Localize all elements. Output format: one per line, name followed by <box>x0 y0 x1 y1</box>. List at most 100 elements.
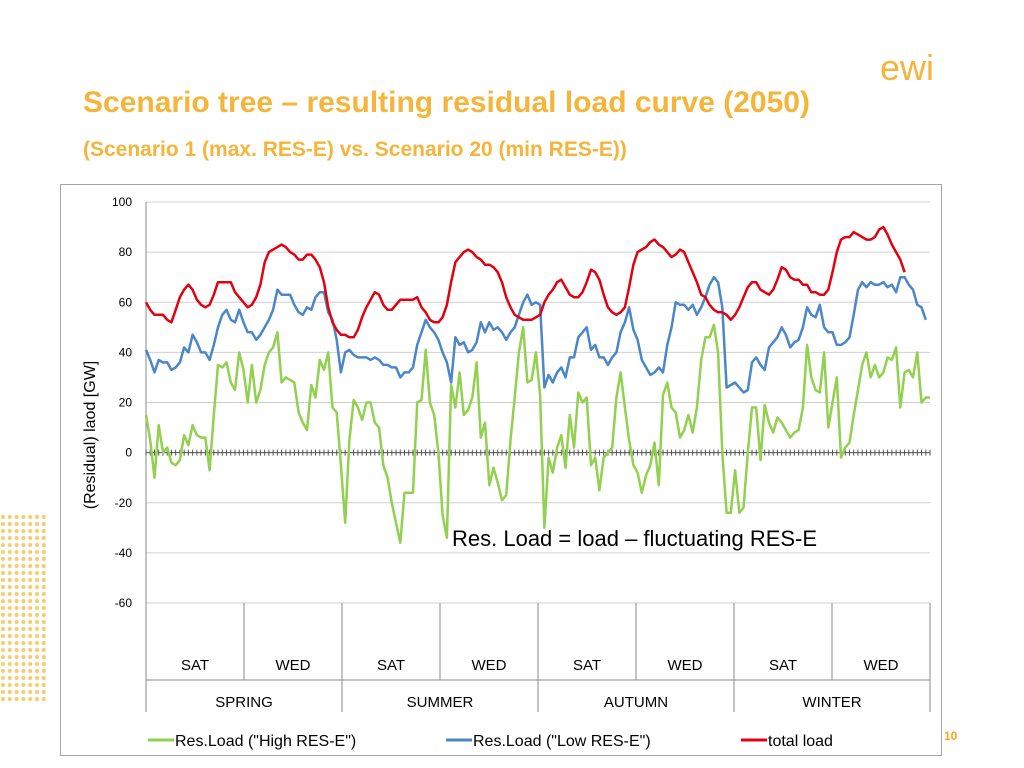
decorative-dot <box>7 697 12 701</box>
decorative-dot <box>41 676 46 680</box>
decorative-dot <box>35 543 39 547</box>
y-tick-label: 40 <box>119 345 133 359</box>
decorative-dot <box>14 564 19 568</box>
y-tick-label: 0 <box>125 446 132 460</box>
decorative-dot <box>41 515 46 519</box>
decorative-dot <box>21 515 26 519</box>
decorative-dot <box>1 529 5 533</box>
decorative-dot <box>35 550 39 554</box>
decorative-dot <box>14 690 19 694</box>
chart-frame: 100 80 60 40 20 0 -20 -40 -60 SAT WED SAT WED SAT WED S… <box>60 184 942 756</box>
decorative-dot <box>1 592 5 596</box>
decorative-dot <box>14 613 19 617</box>
decorative-dot <box>28 662 33 666</box>
residual-load-chart: 100 80 60 40 20 0 -20 -40 -60 SAT WED SAT WED SAT WED S… <box>82 195 931 750</box>
day-label: SAT <box>769 657 797 674</box>
series-line-blue <box>144 275 927 394</box>
decorative-dot <box>35 599 39 603</box>
decorative-dot <box>7 585 12 589</box>
decorative-dot <box>41 669 46 673</box>
decorative-dot <box>21 669 26 673</box>
decorative-dot <box>41 683 46 687</box>
decorative-dot <box>14 683 19 687</box>
decorative-dot <box>21 655 26 659</box>
series-line-green <box>144 323 930 545</box>
decorative-dot <box>28 557 33 561</box>
decorative-dot <box>21 620 26 624</box>
decorative-dot <box>35 676 39 680</box>
decorative-dot <box>14 606 19 610</box>
y-tick-label: 80 <box>119 245 133 259</box>
decorative-dot <box>21 543 26 547</box>
decorative-dot <box>28 634 33 638</box>
decorative-dot <box>21 634 26 638</box>
series-line-red <box>144 225 906 339</box>
decorative-dot <box>21 550 26 554</box>
decorative-dot <box>14 697 19 701</box>
decorative-dot <box>28 550 33 554</box>
decorative-dot <box>41 613 46 617</box>
day-label: SAT <box>377 657 405 674</box>
decorative-dot <box>21 676 26 680</box>
decorative-dot <box>7 522 12 526</box>
decorative-dot <box>7 641 12 645</box>
day-label: WED <box>276 657 311 674</box>
decorative-dot <box>1 683 5 687</box>
decorative-dot <box>21 557 26 561</box>
decorative-dot <box>7 662 12 666</box>
decorative-dot <box>14 543 19 547</box>
decorative-dot <box>1 669 5 673</box>
decorative-dot <box>7 564 12 568</box>
decorative-dot <box>41 585 46 589</box>
decorative-dot <box>14 648 19 652</box>
decorative-dot <box>1 564 5 568</box>
slide-title: Scenario tree – resulting residual load … <box>83 86 810 119</box>
decorative-dot <box>28 599 33 603</box>
decorative-dot <box>28 585 33 589</box>
decorative-dot <box>21 606 26 610</box>
decorative-dot <box>7 676 12 680</box>
decorative-dot <box>41 627 46 631</box>
decorative-dot <box>35 683 39 687</box>
decorative-dot <box>1 578 5 582</box>
decorative-dot <box>35 620 39 624</box>
decorative-dot <box>21 599 26 603</box>
y-axis-label: (Residual) laod [GW] <box>82 361 99 510</box>
decorative-dot <box>7 515 12 519</box>
y-tick-label: 20 <box>119 396 133 410</box>
decorative-dot <box>14 536 19 540</box>
decorative-dot <box>35 662 39 666</box>
day-label: WED <box>472 657 507 674</box>
decorative-dot <box>35 655 39 659</box>
decorative-dot <box>21 536 26 540</box>
decorative-dot <box>28 655 33 659</box>
decorative-dot <box>7 627 12 631</box>
ewi-logo: ewi <box>880 50 934 86</box>
decorative-dot <box>41 620 46 624</box>
decorative-dot <box>1 557 5 561</box>
decorative-dot <box>1 515 5 519</box>
decorative-dot <box>14 620 19 624</box>
season-label: WINTER <box>802 694 861 711</box>
decorative-dot <box>28 676 33 680</box>
legend-label: total load <box>768 733 833 750</box>
decorative-dot <box>14 634 19 638</box>
decorative-dot <box>14 571 19 575</box>
decorative-dot <box>7 655 12 659</box>
decorative-dot <box>41 599 46 603</box>
decorative-dot-pattern <box>1 515 46 701</box>
decorative-dot <box>35 529 39 533</box>
decorative-dot <box>28 690 33 694</box>
decorative-dot <box>7 620 12 624</box>
decorative-dot <box>21 627 26 631</box>
day-label: SAT <box>181 657 209 674</box>
legend-label: Res.Load ("High RES-E") <box>175 733 356 750</box>
decorative-dot <box>21 585 26 589</box>
y-tick-label: 60 <box>119 295 133 309</box>
decorative-dot <box>35 627 39 631</box>
season-label: AUTUMN <box>604 694 668 711</box>
decorative-dot <box>21 662 26 666</box>
decorative-dot <box>7 550 12 554</box>
decorative-dot <box>35 697 39 701</box>
decorative-dot <box>41 697 46 701</box>
